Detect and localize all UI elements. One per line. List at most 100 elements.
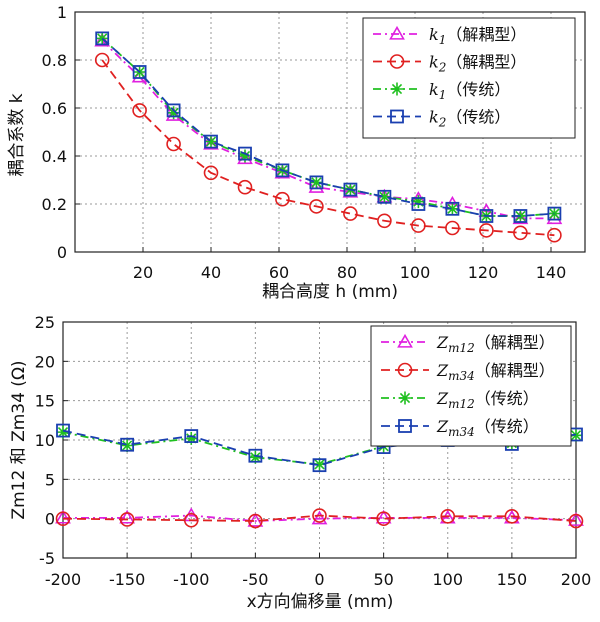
- x-tick-label: -100: [173, 570, 209, 589]
- y-tick-label: 0: [45, 510, 55, 529]
- legend-label: Zm34（传统）: [436, 417, 539, 439]
- legend-label: Zm12（传统）: [436, 389, 539, 411]
- series-line: [101, 37, 555, 217]
- data-point: [132, 103, 147, 118]
- legend-entry: k1（传统）: [373, 80, 510, 102]
- x-tick-label: 120: [468, 263, 499, 282]
- data-point: [377, 190, 391, 204]
- y-tick-label: 25: [35, 313, 55, 332]
- data-point: [411, 218, 426, 233]
- data-point: [312, 458, 327, 473]
- data-point: [504, 509, 520, 524]
- legend: k1（解耦型） k2（解耦型） k1（传统） k2（传统）: [362, 17, 576, 139]
- legend-entry: Zm34（传统）: [381, 417, 539, 439]
- data-point: [55, 511, 71, 526]
- data-point: [275, 163, 290, 178]
- data-point: [309, 175, 324, 190]
- series-2: [94, 52, 562, 243]
- data-point: [445, 201, 460, 216]
- y-tick-label: 0.8: [42, 51, 67, 70]
- series-1: [55, 507, 584, 527]
- data-point: [203, 165, 219, 181]
- legend-entry: k2（传统）: [373, 108, 510, 130]
- data-point: [411, 197, 426, 211]
- legend-label: k2（传统）: [429, 108, 510, 130]
- data-point: [119, 512, 135, 527]
- legend-marker: [398, 419, 412, 433]
- y-axis-title: Zm12 和 Zm34 (Ω): [9, 360, 29, 519]
- legend-label: k2（解耦型）: [429, 53, 526, 75]
- series-line: [63, 514, 577, 522]
- data-point: [309, 175, 323, 189]
- data-point: [547, 206, 562, 221]
- data-point: [95, 31, 110, 46]
- y-tick-label: 1: [57, 3, 67, 22]
- legend-marker: [397, 362, 413, 378]
- series-line: [101, 59, 555, 237]
- data-point: [568, 513, 584, 529]
- legend-box: [362, 17, 576, 139]
- x-tick-label: 20: [133, 263, 153, 282]
- data-point: [248, 448, 263, 463]
- x-tick-label: -200: [45, 570, 81, 589]
- data-point: [512, 210, 529, 225]
- x-tick-label: 80: [337, 263, 357, 282]
- series-2: [55, 508, 584, 529]
- data-point: [183, 512, 199, 528]
- data-point: [312, 508, 327, 523]
- data-point: [343, 206, 358, 221]
- y-tick-label: 10: [35, 431, 55, 450]
- data-point: [248, 513, 263, 529]
- data-point: [445, 220, 460, 236]
- x-tick-label: -150: [109, 570, 145, 589]
- legend-entry: Zm34（解耦型）: [381, 361, 555, 383]
- legend-entry: k1（解耦型）: [373, 25, 526, 47]
- data-point: [248, 450, 262, 464]
- legend-marker: [397, 333, 413, 348]
- data-point: [568, 512, 584, 526]
- data-point: [120, 437, 135, 452]
- data-point: [311, 510, 328, 525]
- data-point: [166, 103, 181, 118]
- legend: Zm12（解耦型） Zm34（解耦型） Zm12（传统） Zm34（传统）: [370, 325, 572, 447]
- x-tick-label: 100: [400, 263, 431, 282]
- legend-marker: [390, 109, 404, 124]
- data-point: [275, 191, 290, 207]
- y-axis-title: 耦合系数 k: [7, 93, 27, 176]
- data-point: [203, 135, 219, 150]
- data-point: [55, 509, 71, 524]
- data-point: [513, 209, 528, 223]
- series-line: [62, 514, 577, 522]
- data-point: [411, 195, 425, 209]
- data-point: [445, 202, 459, 216]
- chart-1: 20 40 60 80 100 120 140 0 0.2 0.4 0.6 0.8 1 耦合高度 h (m…: [7, 3, 586, 302]
- y-tick-label: 0.6: [42, 99, 67, 118]
- data-point: [184, 431, 198, 445]
- x-tick-label: -50: [242, 570, 268, 589]
- x-tick-label: 100: [432, 570, 463, 589]
- y-tick-label: 15: [35, 392, 55, 411]
- y-tick-label: -5: [39, 549, 55, 568]
- legend-label: k1（传统）: [429, 80, 510, 102]
- legend-entry: Zm12（传统）: [381, 389, 539, 411]
- legend-marker: [389, 54, 405, 69]
- data-point: [94, 32, 111, 47]
- data-point: [377, 213, 392, 229]
- data-point: [166, 136, 181, 152]
- series-4: [95, 31, 562, 223]
- data-point: [56, 423, 70, 438]
- data-point: [204, 135, 218, 149]
- data-point: [167, 106, 181, 120]
- legend-entry: Zm12（解耦型）: [381, 333, 555, 355]
- y-tick-label: 0: [57, 243, 67, 262]
- y-tick-label: 20: [35, 352, 55, 371]
- data-point: [237, 150, 253, 165]
- data-point: [184, 429, 199, 443]
- data-point: [513, 225, 528, 241]
- data-point: [309, 199, 324, 214]
- data-point: [440, 509, 456, 524]
- chart-2: -200 -150 -100 -50 0 50 100 150 200-50510152025x…: [9, 313, 591, 612]
- x-tick-label: 200: [561, 570, 592, 589]
